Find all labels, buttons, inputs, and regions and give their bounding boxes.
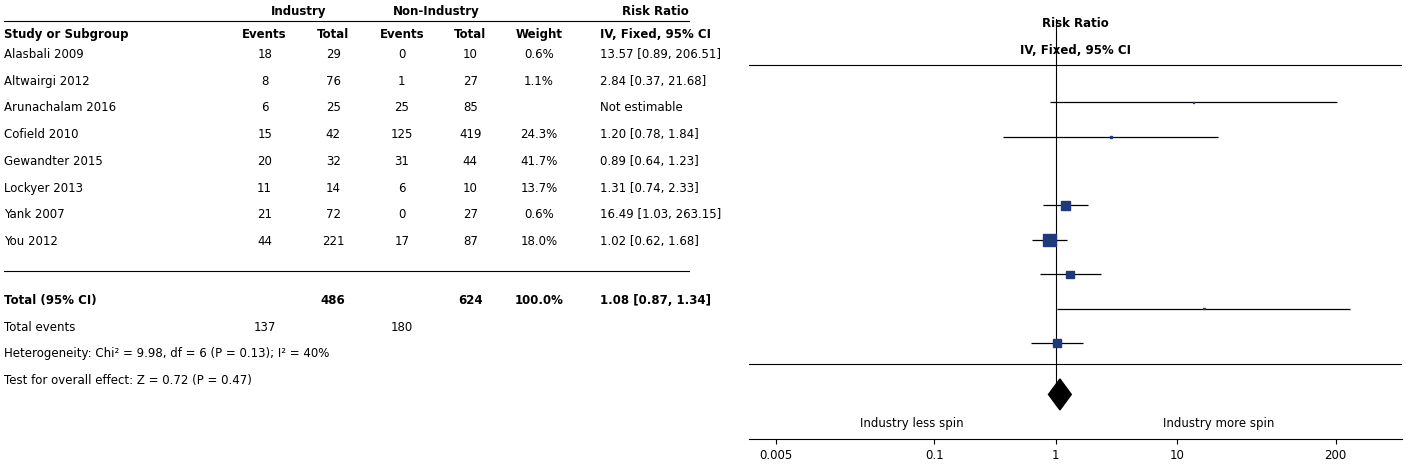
Text: 87: 87 xyxy=(463,235,478,248)
Bar xyxy=(1053,339,1062,347)
Text: 0.6%: 0.6% xyxy=(524,48,554,61)
Text: 72: 72 xyxy=(326,208,340,221)
Text: Yank 2007: Yank 2007 xyxy=(4,208,65,221)
Text: 137: 137 xyxy=(253,321,276,334)
Text: Altwairgi 2012: Altwairgi 2012 xyxy=(4,75,90,88)
Text: 27: 27 xyxy=(463,208,478,221)
Text: 0: 0 xyxy=(398,208,405,221)
Text: 1.1%: 1.1% xyxy=(524,75,554,88)
Text: Lockyer 2013: Lockyer 2013 xyxy=(4,182,83,194)
Text: 31: 31 xyxy=(394,155,409,168)
Text: Study or Subgroup: Study or Subgroup xyxy=(4,28,129,41)
Text: 11: 11 xyxy=(257,182,273,194)
Text: 32: 32 xyxy=(326,155,340,168)
Bar xyxy=(1043,234,1056,246)
Text: 10: 10 xyxy=(463,48,478,61)
Text: 25: 25 xyxy=(326,101,340,114)
Text: 624: 624 xyxy=(458,294,482,307)
Text: 44: 44 xyxy=(257,235,273,248)
Text: Test for overall effect: Z = 0.72 (P = 0.47): Test for overall effect: Z = 0.72 (P = 0… xyxy=(4,374,252,387)
Bar xyxy=(1204,308,1205,309)
Text: Total: Total xyxy=(454,28,486,41)
Text: Not estimable: Not estimable xyxy=(600,101,683,114)
Text: Alasbali 2009: Alasbali 2009 xyxy=(4,48,84,61)
Text: 100.0%: 100.0% xyxy=(515,294,564,307)
Text: IV, Fixed, 95% CI: IV, Fixed, 95% CI xyxy=(600,28,711,41)
Text: Industry less spin: Industry less spin xyxy=(860,417,965,430)
Text: 0: 0 xyxy=(398,48,405,61)
Text: 1.20 [0.78, 1.84]: 1.20 [0.78, 1.84] xyxy=(600,128,699,141)
Text: Risk Ratio: Risk Ratio xyxy=(621,5,689,18)
Text: 6: 6 xyxy=(262,101,269,114)
Text: Gewandter 2015: Gewandter 2015 xyxy=(4,155,103,168)
Text: 419: 419 xyxy=(458,128,481,141)
Text: 18: 18 xyxy=(257,48,273,61)
Text: 1: 1 xyxy=(398,75,405,88)
Text: 125: 125 xyxy=(391,128,413,141)
Text: Total events: Total events xyxy=(4,321,76,334)
Text: Heterogeneity: Chi² = 9.98, df = 6 (P = 0.13); I² = 40%: Heterogeneity: Chi² = 9.98, df = 6 (P = … xyxy=(4,347,329,360)
Text: 8: 8 xyxy=(262,75,269,88)
Text: Events: Events xyxy=(242,28,287,41)
Bar xyxy=(1109,136,1112,138)
Text: Industry more spin: Industry more spin xyxy=(1163,417,1275,430)
Text: 15: 15 xyxy=(257,128,273,141)
Text: 14: 14 xyxy=(326,182,340,194)
Text: 24.3%: 24.3% xyxy=(520,128,557,141)
Text: Industry: Industry xyxy=(271,5,326,18)
Text: 1.31 [0.74, 2.33]: 1.31 [0.74, 2.33] xyxy=(600,182,699,194)
Text: 0.6%: 0.6% xyxy=(524,208,554,221)
Text: 85: 85 xyxy=(463,101,478,114)
Text: 6: 6 xyxy=(398,182,405,194)
Text: 21: 21 xyxy=(257,208,273,221)
Text: 42: 42 xyxy=(326,128,340,141)
Text: 44: 44 xyxy=(463,155,478,168)
Text: 27: 27 xyxy=(463,75,478,88)
Text: 17: 17 xyxy=(394,235,409,248)
Text: 20: 20 xyxy=(257,155,273,168)
Text: 1.02 [0.62, 1.68]: 1.02 [0.62, 1.68] xyxy=(600,235,699,248)
Text: Weight: Weight xyxy=(515,28,562,41)
Polygon shape xyxy=(1049,379,1071,410)
Bar xyxy=(1060,201,1070,210)
Text: 13.7%: 13.7% xyxy=(520,182,557,194)
Text: You 2012: You 2012 xyxy=(4,235,58,248)
Text: IV, Fixed, 95% CI: IV, Fixed, 95% CI xyxy=(1019,44,1130,57)
Text: 25: 25 xyxy=(394,101,409,114)
Text: 2.84 [0.37, 21.68]: 2.84 [0.37, 21.68] xyxy=(600,75,707,88)
Text: Total: Total xyxy=(316,28,349,41)
Text: 10: 10 xyxy=(463,182,478,194)
Text: 29: 29 xyxy=(326,48,340,61)
Text: 0.89 [0.64, 1.23]: 0.89 [0.64, 1.23] xyxy=(600,155,699,168)
Text: 486: 486 xyxy=(321,294,346,307)
Text: Risk Ratio: Risk Ratio xyxy=(1042,17,1109,30)
Text: Cofield 2010: Cofield 2010 xyxy=(4,128,79,141)
Bar xyxy=(1192,102,1194,103)
Text: 16.49 [1.03, 263.15]: 16.49 [1.03, 263.15] xyxy=(600,208,721,221)
Text: 18.0%: 18.0% xyxy=(520,235,557,248)
Text: 13.57 [0.89, 206.51]: 13.57 [0.89, 206.51] xyxy=(600,48,721,61)
Text: 76: 76 xyxy=(326,75,340,88)
Text: 221: 221 xyxy=(322,235,344,248)
Text: Total (95% CI): Total (95% CI) xyxy=(4,294,97,307)
Bar xyxy=(1066,271,1074,278)
Text: Arunachalam 2016: Arunachalam 2016 xyxy=(4,101,117,114)
Text: 1.08 [0.87, 1.34]: 1.08 [0.87, 1.34] xyxy=(600,294,711,307)
Text: Non-Industry: Non-Industry xyxy=(392,5,479,18)
Text: 41.7%: 41.7% xyxy=(520,155,558,168)
Text: Events: Events xyxy=(380,28,425,41)
Text: 180: 180 xyxy=(391,321,413,334)
